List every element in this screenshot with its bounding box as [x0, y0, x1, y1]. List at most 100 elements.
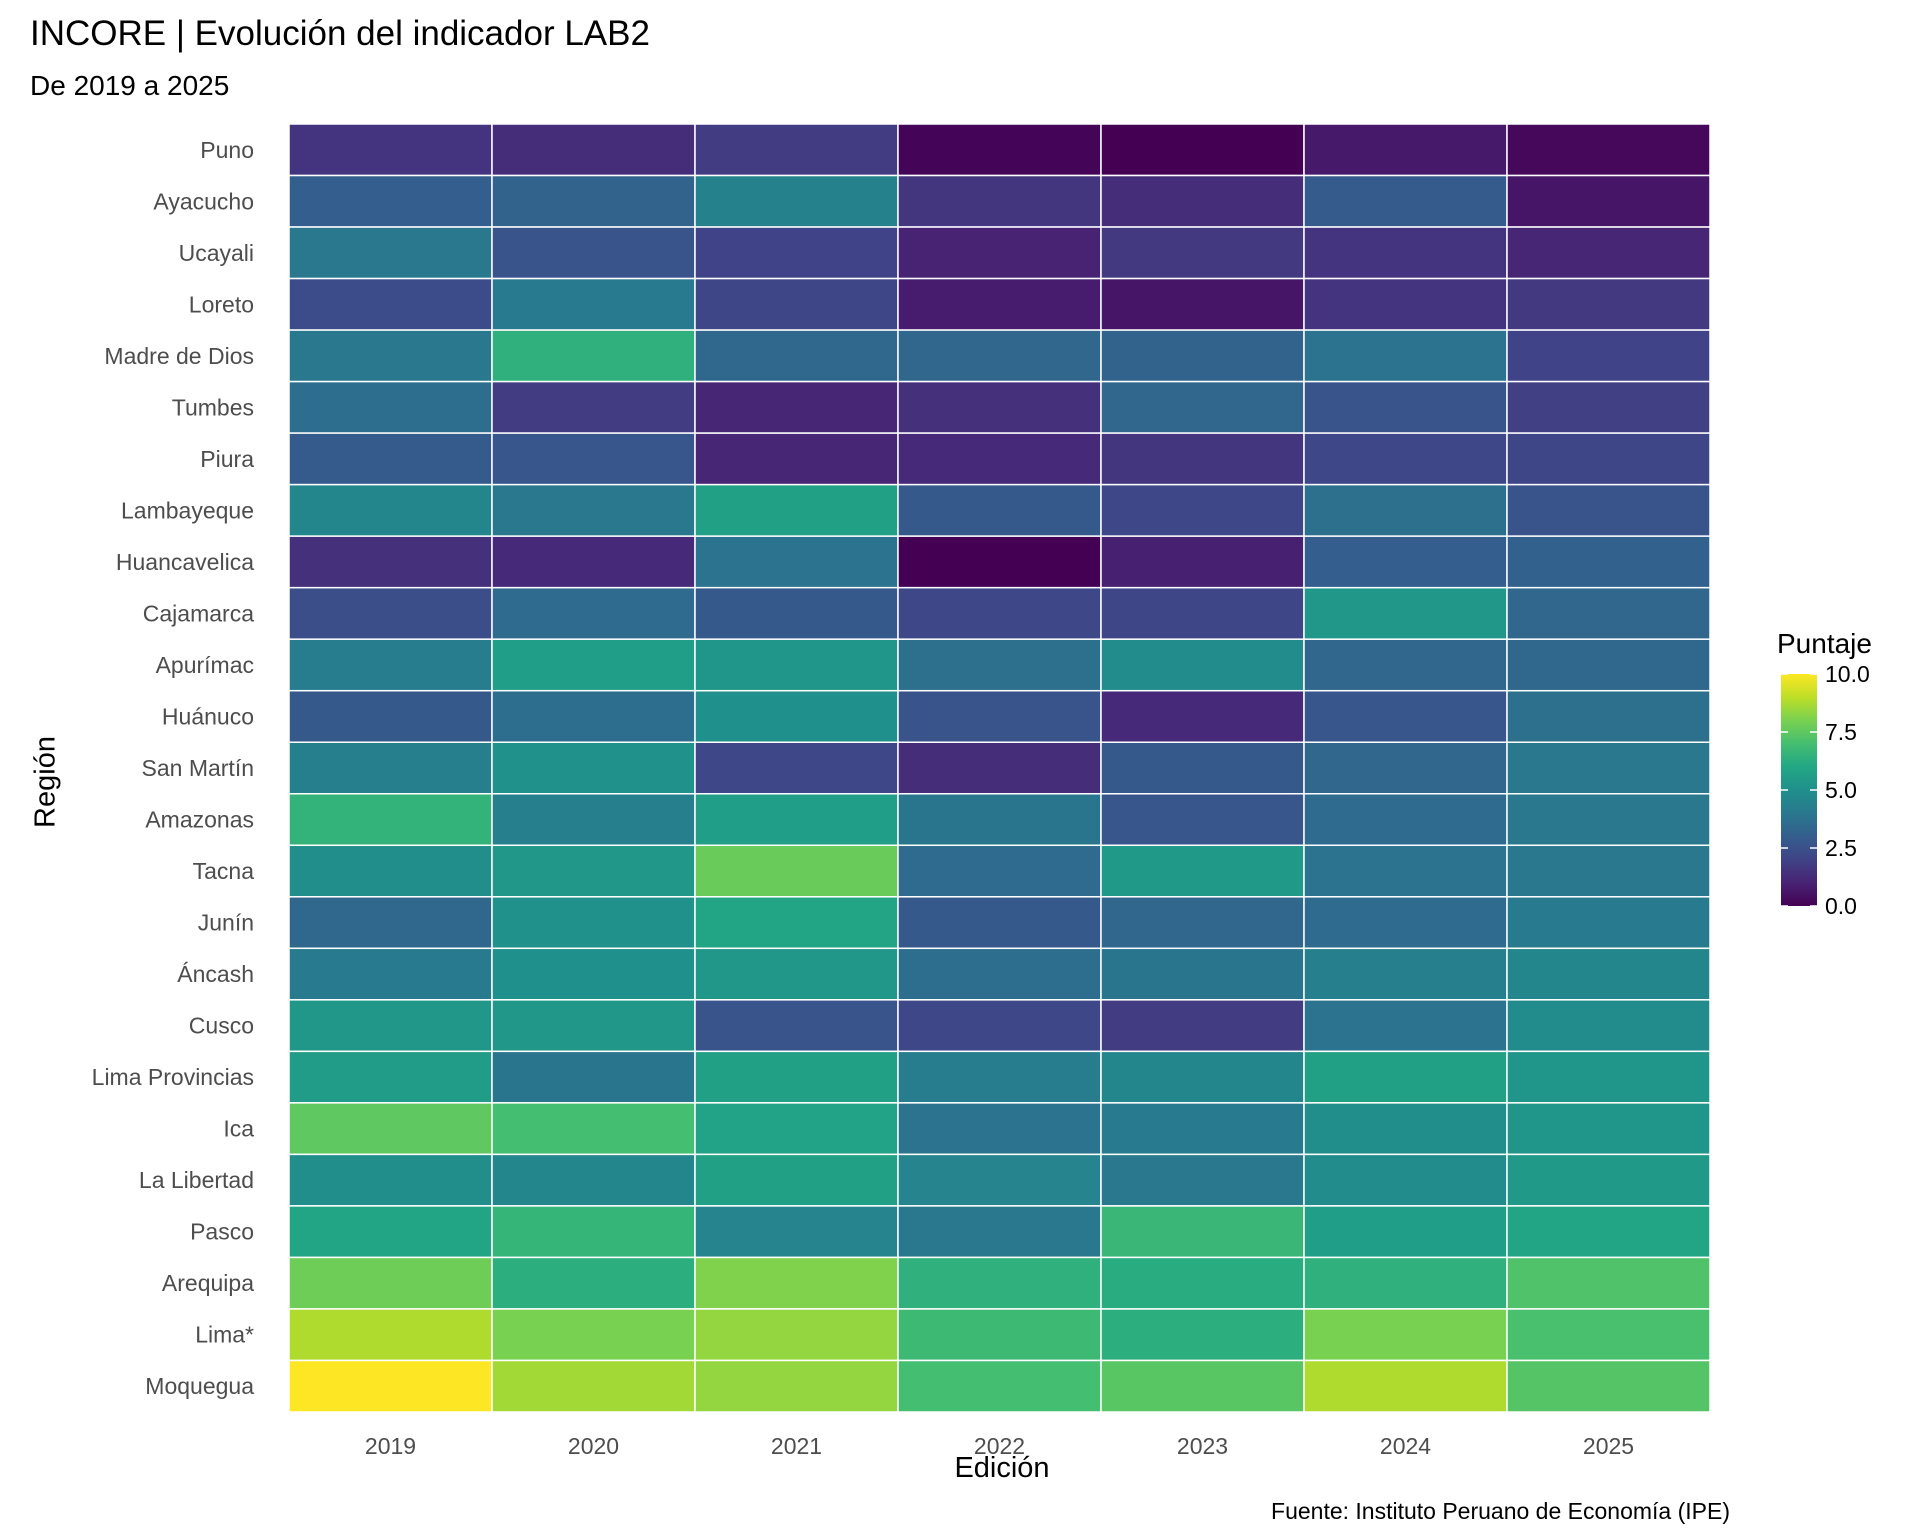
y-tick-label: Piura — [200, 446, 254, 472]
heatmap-cell — [1303, 277, 1508, 331]
heatmap-cell — [1303, 1205, 1508, 1259]
heatmap-cell — [288, 535, 493, 589]
heatmap-cell — [1506, 432, 1711, 486]
heatmap-cell — [288, 432, 493, 486]
heatmap-cell — [1303, 793, 1508, 847]
heatmap-cell — [1100, 1205, 1305, 1259]
heatmap-cell — [288, 947, 493, 1001]
y-tick-label: Cusco — [189, 1013, 254, 1039]
heatmap-cell — [491, 947, 696, 1001]
heatmap-cell — [288, 896, 493, 950]
y-tick-label: Moquegua — [145, 1373, 254, 1399]
heatmap-cell — [897, 380, 1102, 434]
heatmap-cell — [694, 174, 899, 228]
heatmap-cell — [1303, 329, 1508, 383]
heatmap-cell — [897, 586, 1102, 640]
heatmap-cell — [897, 1256, 1102, 1310]
legend-tick-label: 5.0 — [1825, 777, 1857, 803]
heatmap-cell — [897, 329, 1102, 383]
heatmap-cell — [897, 999, 1102, 1053]
y-tick-label: Junín — [198, 910, 254, 936]
heatmap-cell — [694, 1359, 899, 1413]
heatmap-cell — [1303, 947, 1508, 1001]
heatmap-cell — [1506, 329, 1711, 383]
x-tick-label: 2019 — [365, 1433, 416, 1459]
heatmap-cell — [491, 432, 696, 486]
heatmap-cell — [491, 1102, 696, 1156]
heatmap-cell — [897, 483, 1102, 537]
heatmap-cell — [1506, 586, 1711, 640]
heatmap-cell — [694, 1256, 899, 1310]
y-tick-label: Huancavelica — [116, 549, 254, 575]
heatmap-cell — [491, 896, 696, 950]
heatmap-cell — [1100, 432, 1305, 486]
heatmap-cell — [1506, 174, 1711, 228]
heatmap-cell — [1303, 1308, 1508, 1362]
heatmap-cell — [1100, 277, 1305, 331]
heatmap-cell — [694, 1050, 899, 1104]
heatmap-cell — [694, 1153, 899, 1207]
heatmap-cell — [1506, 947, 1711, 1001]
heatmap-cell — [897, 638, 1102, 692]
y-tick-label: La Libertad — [139, 1167, 254, 1193]
heatmap-cell — [1303, 226, 1508, 280]
heatmap-cell — [491, 844, 696, 898]
heatmap-cell — [897, 277, 1102, 331]
heatmap-cell — [1506, 1256, 1711, 1310]
heatmap-cell — [897, 741, 1102, 795]
heatmap-cell — [694, 793, 899, 847]
heatmap-cell — [491, 793, 696, 847]
heatmap-cell — [491, 999, 696, 1053]
heatmap-cell — [1506, 793, 1711, 847]
x-tick-label: 2025 — [1583, 1433, 1634, 1459]
heatmap-cell — [897, 896, 1102, 950]
heatmap-cell — [897, 1102, 1102, 1156]
legend-tick-label: 10.0 — [1825, 661, 1870, 687]
heatmap-cell — [288, 793, 493, 847]
heatmap-cell — [897, 535, 1102, 589]
heatmap-cell — [288, 638, 493, 692]
heatmap-cell — [1303, 432, 1508, 486]
heatmap-cell — [491, 689, 696, 743]
heatmap-cell — [288, 1153, 493, 1207]
heatmap-cell — [1303, 1153, 1508, 1207]
heatmap-cell — [694, 844, 899, 898]
x-tick-label: 2022 — [974, 1433, 1025, 1459]
heatmap-cell — [694, 483, 899, 537]
chart-title: INCORE | Evolución del indicador LAB2 — [30, 14, 650, 53]
heatmap-cell — [288, 1308, 493, 1362]
heatmap-cell — [1100, 174, 1305, 228]
heatmap-cell — [288, 586, 493, 640]
heatmap-cell — [1506, 1205, 1711, 1259]
heatmap-cell — [288, 844, 493, 898]
heatmap-cell — [288, 174, 493, 228]
heatmap-cell — [694, 432, 899, 486]
heatmap-cell — [288, 483, 493, 537]
heatmap-cell — [1100, 638, 1305, 692]
heatmap-cell — [491, 535, 696, 589]
heatmap-cell — [288, 329, 493, 383]
heatmap-cells — [288, 123, 1711, 1413]
heatmap-cell — [1100, 741, 1305, 795]
y-tick-label: Madre de Dios — [104, 343, 254, 369]
heatmap-cell — [1506, 123, 1711, 177]
heatmap-cell — [1100, 793, 1305, 847]
heatmap-cell — [694, 741, 899, 795]
heatmap-cell — [897, 1308, 1102, 1362]
y-tick-label: Lima* — [195, 1322, 254, 1348]
y-tick-label: Ica — [223, 1116, 254, 1142]
heatmap-cell — [1100, 689, 1305, 743]
heatmap-cell — [897, 226, 1102, 280]
y-tick-label: Pasco — [190, 1219, 254, 1245]
heatmap-cell — [1100, 896, 1305, 950]
heatmap-cell — [288, 1359, 493, 1413]
heatmap-cell — [897, 844, 1102, 898]
heatmap-cell — [1506, 999, 1711, 1053]
heatmap-cell — [1100, 226, 1305, 280]
y-tick-label: Ucayali — [179, 240, 254, 266]
heatmap-cell — [694, 123, 899, 177]
y-tick-labels: Puno Ayacucho Ucayali Loreto Madre de Dios Tu… — [92, 137, 255, 1399]
heatmap-cell — [1100, 483, 1305, 537]
heatmap-cell — [1100, 1050, 1305, 1104]
